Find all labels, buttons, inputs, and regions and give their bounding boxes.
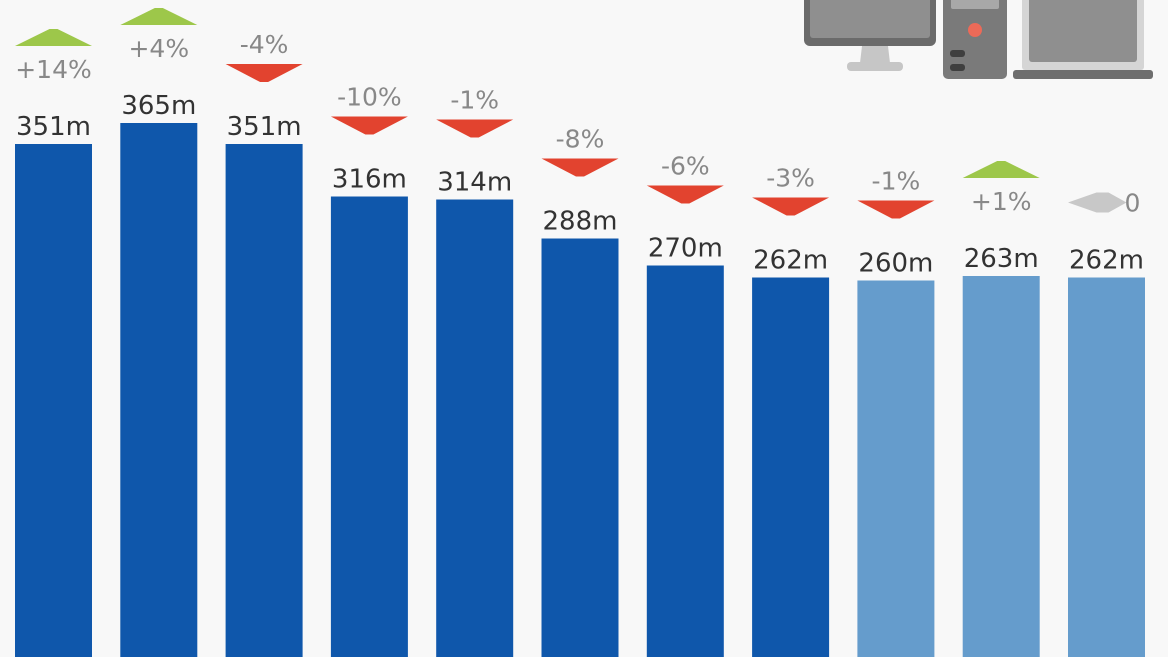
down-arrow-icon [752, 197, 830, 216]
up-arrow-icon [962, 161, 1040, 178]
change-label: -1% [450, 86, 499, 115]
change-label: +1% [971, 187, 1032, 216]
value-label: 365m [121, 91, 196, 121]
bar [962, 276, 1040, 657]
change-label: -6% [661, 152, 710, 181]
bar [436, 199, 514, 657]
change-label: -10% [337, 83, 402, 112]
down-arrow-icon [436, 119, 514, 138]
bar [120, 123, 198, 657]
bar [857, 280, 935, 657]
flat-indicator-icon [1068, 192, 1127, 213]
bar [646, 265, 724, 657]
change-label: -8% [556, 125, 605, 154]
change-label: +14% [15, 55, 92, 84]
change-label: -3% [766, 164, 815, 193]
value-label: 351m [16, 112, 91, 142]
up-arrow-icon [15, 29, 92, 46]
down-arrow-icon [646, 185, 724, 204]
value-label: 351m [227, 112, 302, 142]
change-label: -4% [240, 30, 289, 59]
value-label: 262m [1069, 246, 1144, 276]
pc-tower-icon [943, 0, 1007, 79]
value-label: 262m [753, 246, 828, 276]
change-label: -1% [872, 167, 921, 196]
bar [330, 196, 408, 657]
value-label: 270m [648, 234, 723, 264]
change-label: +4% [128, 34, 189, 63]
bar [1068, 277, 1145, 657]
up-arrow-icon [120, 8, 198, 25]
down-arrow-icon [541, 158, 619, 177]
change-label: 0 [1125, 189, 1141, 218]
down-arrow-icon [225, 64, 303, 82]
down-arrow-icon [857, 200, 935, 219]
value-label: 314m [437, 168, 512, 198]
bar [15, 144, 92, 657]
bar [225, 144, 303, 657]
bar [752, 277, 830, 657]
value-label: 260m [858, 249, 933, 279]
value-label: 263m [964, 244, 1039, 274]
laptop-icon [1013, 0, 1153, 79]
computer-devices-icon [804, 0, 1153, 79]
value-label: 316m [332, 165, 407, 195]
desktop-monitor-icon [804, 0, 936, 71]
value-label: 288m [543, 207, 618, 237]
down-arrow-icon [330, 116, 408, 135]
bar [541, 238, 619, 657]
